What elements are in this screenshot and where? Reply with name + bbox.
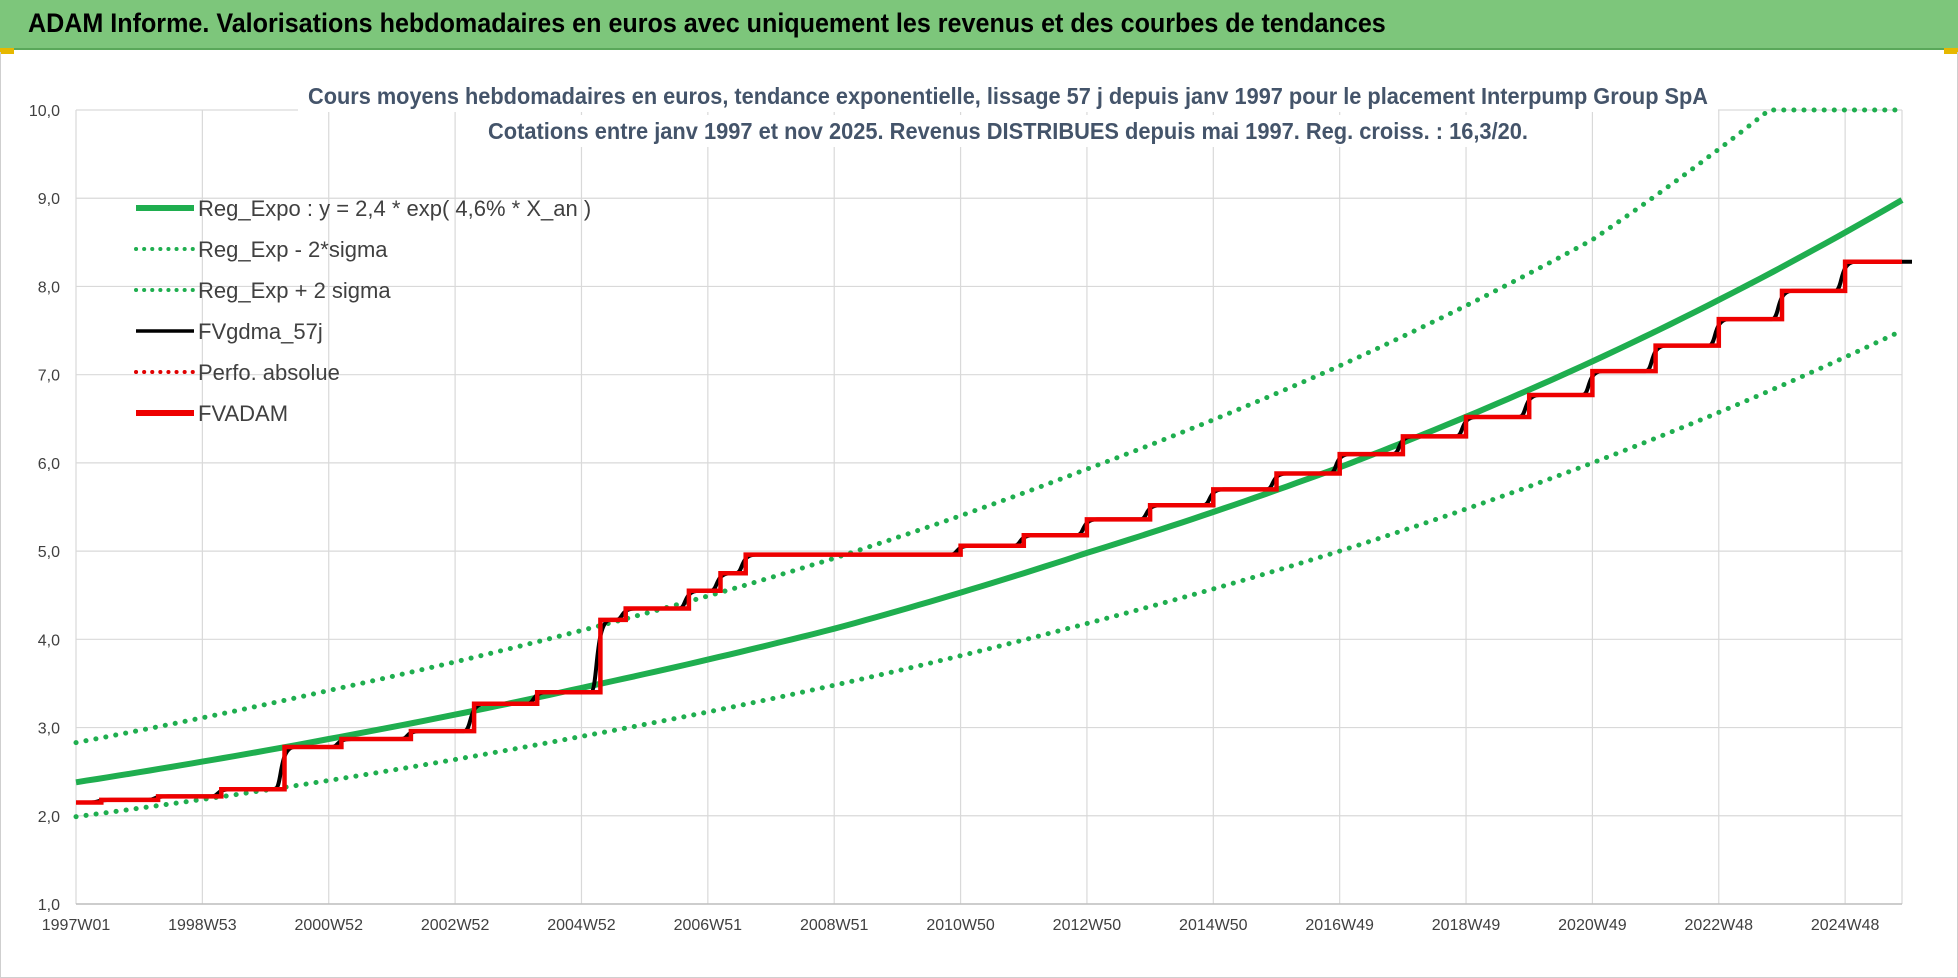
- series-reg-exp-minus-2sigma: [73, 328, 1905, 820]
- chart-title: Cours moyens hebdomadaires en euros, ten…: [298, 80, 1718, 147]
- series-reg-exp-plus-2sigma: [73, 107, 1905, 746]
- x-tick-label: 2012W50: [1053, 917, 1122, 934]
- corner-mark-right: [1944, 48, 1958, 54]
- title-backdrop: [298, 80, 1718, 112]
- x-tick-label: 1997W01: [42, 917, 111, 934]
- y-tick-label: 7,0: [38, 368, 60, 385]
- y-tick-label: 10,0: [29, 103, 60, 120]
- chart-title-line: Cours moyens hebdomadaires en euros, ten…: [308, 83, 1708, 109]
- y-tick-label: 4,0: [38, 632, 60, 649]
- series-group: [73, 107, 1912, 820]
- y-tick-label: 6,0: [38, 456, 60, 473]
- legend-label: Perfo. absolue: [198, 360, 340, 385]
- series-fvadam: [76, 259, 1902, 805]
- x-tick-label: 2002W52: [421, 917, 490, 934]
- x-tick-label: 2016W49: [1305, 917, 1374, 934]
- legend: Reg_Expo : y = 2,4 * exp( 4,6% * X_an ) R…: [134, 196, 591, 426]
- legend-label: Reg_Expo : y = 2,4 * exp( 4,6% * X_an ): [198, 196, 591, 221]
- chart-title-line: Cotations entre janv 1997 et nov 2025. R…: [488, 118, 1528, 144]
- legend-label: Reg_Exp + 2 sigma: [198, 278, 391, 303]
- series-reg-expo: [75, 197, 1904, 786]
- y-tick-label: 8,0: [38, 279, 60, 296]
- y-tick-label: 5,0: [38, 544, 60, 561]
- legend-label: Reg_Exp - 2*sigma: [198, 237, 388, 262]
- x-tick-label: 2024W48: [1811, 917, 1880, 934]
- y-tick-label: 9,0: [38, 191, 60, 208]
- legend-label: FVADAM: [198, 401, 288, 426]
- x-tick-label: 2008W51: [800, 917, 869, 934]
- x-tick-label: 2000W52: [294, 917, 363, 934]
- x-tick-label: 2018W49: [1432, 917, 1501, 934]
- y-tick-label: 3,0: [38, 721, 60, 738]
- x-tick-label: 2006W51: [674, 917, 743, 934]
- grid-lines: [75, 109, 1903, 905]
- x-tick-label: 2020W49: [1558, 917, 1627, 934]
- x-tick-label: 1998W53: [168, 917, 237, 934]
- report-banner: ADAM Informe. Valorisations hebdomadaire…: [0, 0, 1958, 50]
- x-tick-label: 2010W50: [926, 917, 995, 934]
- title-backdrop: [478, 115, 1538, 147]
- corner-mark-left: [0, 48, 14, 54]
- x-tick-label: 2014W50: [1179, 917, 1248, 934]
- x-tick-label: 2022W48: [1685, 917, 1754, 934]
- x-tick-label: 2004W52: [547, 917, 616, 934]
- axes: 1,0 2,0 3,0 4,0 5,0 6,0 7,0 8,0 9,0 10,0 1997W01 19…: [29, 103, 1902, 934]
- y-tick-label: 1,0: [38, 897, 60, 914]
- legend-label: FVgdma_57j: [198, 319, 323, 344]
- y-tick-label: 2,0: [38, 809, 60, 826]
- banner-title: ADAM Informe. Valorisations hebdomadaire…: [28, 8, 1386, 38]
